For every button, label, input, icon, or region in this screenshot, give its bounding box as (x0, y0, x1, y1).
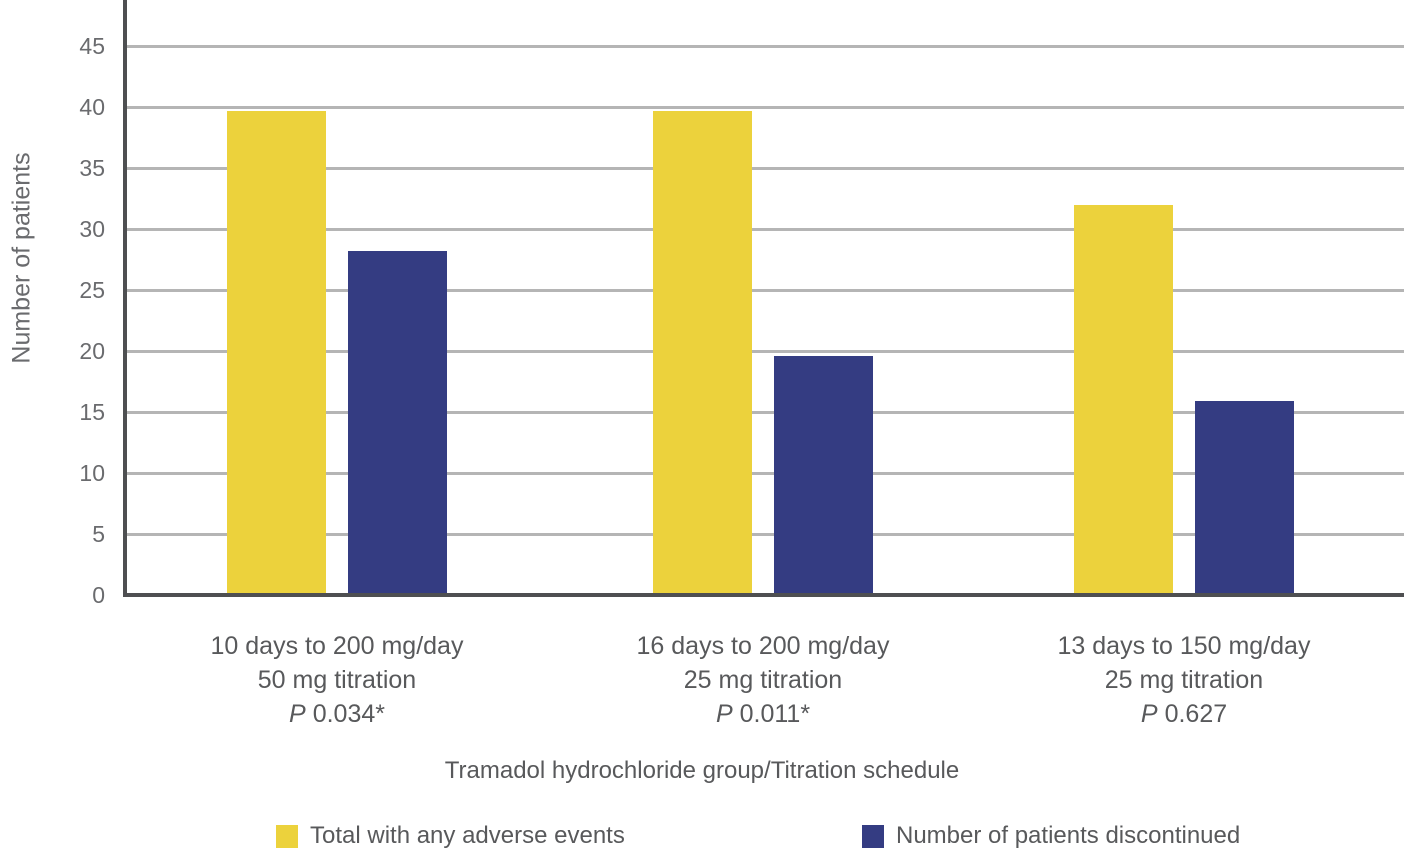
legend-item-discontinued: Number of patients discontinued (862, 822, 1240, 850)
bar-total-adverse-events-group-2 (653, 111, 752, 593)
y-tick-label-40: 40 (79, 94, 105, 120)
gridline-y-40 (127, 105, 1404, 109)
y-tick-label-45: 45 (79, 33, 105, 59)
x-axis-title: Tramadol hydrochloride group/Titration s… (444, 757, 960, 784)
gridline-y-30 (127, 227, 1404, 231)
p-value-line: P 0.627 (964, 697, 1404, 731)
legend-label: Number of patients discontinued (896, 822, 1241, 849)
y-tick-label-0: 0 (92, 582, 105, 608)
p-value: 0.011* (739, 700, 811, 728)
y-tick-label-35: 35 (79, 155, 105, 181)
y-axis-title: Number of patients (7, 152, 36, 364)
p-value: 0.627 (1164, 700, 1228, 728)
category-line-2: 25 mg titration (683, 666, 843, 694)
p-value-line: P 0.011* (543, 697, 983, 731)
gridline-y-5 (127, 532, 1404, 536)
y-tick-label-25: 25 (79, 277, 105, 303)
category-line-2: 25 mg titration (1104, 666, 1264, 694)
legend-label: Total with any adverse events (310, 822, 625, 849)
category-line-2: 50 mg titration (257, 666, 417, 694)
y-tick-label-10: 10 (79, 460, 105, 486)
p-symbol: P (289, 700, 306, 728)
gridline-y-45 (127, 44, 1404, 48)
bar-total-adverse-events-group-3 (1074, 205, 1173, 593)
y-axis-line (123, 0, 127, 597)
category-line-1: 10 days to 200 mg/day (210, 632, 464, 660)
x-axis-line (123, 593, 1404, 597)
legend-swatch-yellow (276, 824, 298, 848)
bar-patients-discontinued-group-1 (348, 251, 447, 593)
legend-swatch-blue (862, 824, 884, 848)
gridline-y-35 (127, 166, 1404, 170)
p-symbol: P (715, 700, 733, 728)
gridline-y-10 (127, 471, 1404, 475)
y-tick-label-15: 15 (79, 399, 105, 425)
y-tick-label-30: 30 (79, 216, 105, 242)
category-line-1: 13 days to 150 mg/day (1057, 632, 1311, 660)
bar-total-adverse-events-group-1 (227, 111, 326, 593)
p-value: 0.034* (312, 700, 385, 728)
p-value-line: P 0.034* (117, 697, 557, 731)
gridline-y-25 (127, 288, 1404, 292)
p-symbol: P (1140, 700, 1158, 728)
legend-item-adverse-events: Total with any adverse events (276, 822, 625, 850)
bar-patients-discontinued-group-3 (1195, 401, 1294, 593)
category-line-1: 16 days to 200 mg/day (636, 632, 890, 660)
y-tick-label-5: 5 (92, 521, 105, 547)
gridline-y-15 (127, 410, 1404, 414)
gridline-y-20 (127, 349, 1404, 353)
y-tick-label-20: 20 (79, 338, 105, 364)
plot-area: 0 5 10 15 20 25 30 35 40 45 (79, 0, 1404, 608)
bar-patients-discontinued-group-2 (774, 356, 873, 593)
